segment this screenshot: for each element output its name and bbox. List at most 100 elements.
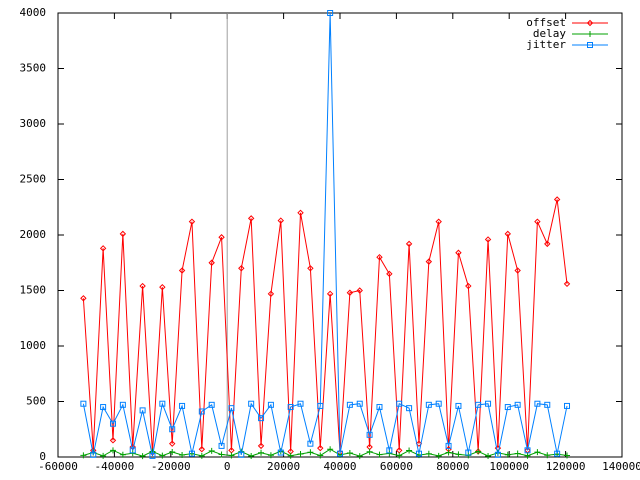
y-tick-label: 2000	[20, 228, 47, 241]
point	[586, 19, 594, 27]
point	[159, 452, 166, 459]
point	[178, 267, 186, 274]
point	[524, 447, 531, 454]
point	[80, 295, 87, 302]
point	[396, 400, 403, 407]
point	[307, 440, 314, 447]
x-tick-label: -40000	[95, 460, 135, 473]
point	[159, 283, 166, 291]
point	[504, 451, 511, 458]
x-tick-label: -20000	[151, 460, 191, 473]
point	[415, 440, 423, 447]
point	[376, 451, 383, 458]
point	[139, 453, 146, 460]
point	[544, 452, 551, 459]
point	[494, 451, 501, 458]
legend-label: jitter	[526, 38, 566, 51]
point	[198, 446, 206, 453]
point	[267, 452, 274, 459]
point	[119, 401, 126, 408]
point	[564, 452, 571, 459]
point	[366, 431, 373, 438]
point	[544, 240, 551, 248]
point	[287, 452, 294, 459]
point	[337, 450, 343, 457]
point	[587, 42, 593, 48]
point	[534, 400, 541, 407]
point	[208, 259, 215, 266]
point	[366, 448, 373, 455]
point	[248, 453, 255, 460]
point	[198, 452, 205, 459]
point	[149, 452, 156, 459]
legend-label: offset	[526, 16, 566, 29]
point	[455, 451, 462, 458]
legend-label: delay	[533, 27, 566, 40]
point	[100, 452, 107, 459]
point	[277, 217, 284, 224]
x-tick-label: 140000	[602, 460, 640, 473]
point	[267, 290, 275, 298]
point	[208, 447, 215, 454]
point	[425, 450, 432, 457]
point	[435, 218, 442, 225]
point	[297, 209, 304, 217]
y-tick-label: 0	[39, 450, 46, 463]
point	[514, 401, 521, 408]
point	[445, 442, 452, 449]
point	[317, 444, 324, 452]
point	[179, 402, 186, 409]
point	[238, 451, 245, 458]
series-line	[82, 12, 568, 456]
point	[406, 405, 413, 412]
point	[587, 31, 593, 37]
point	[307, 449, 314, 456]
point	[297, 400, 304, 407]
point	[504, 230, 511, 238]
point	[109, 420, 116, 427]
point	[188, 218, 196, 225]
point	[346, 450, 353, 457]
point	[317, 402, 324, 409]
point	[100, 404, 107, 411]
x-tick-label: 0	[224, 460, 231, 473]
point	[159, 400, 166, 407]
point	[287, 404, 294, 411]
point	[564, 402, 571, 409]
point	[534, 218, 541, 225]
point	[445, 449, 452, 456]
point	[406, 447, 413, 454]
point	[247, 215, 255, 222]
point	[376, 404, 383, 411]
point	[356, 400, 363, 407]
x-tick-label: 80000	[436, 460, 469, 473]
point	[188, 450, 195, 457]
point	[504, 404, 511, 411]
x-tick-label: -60000	[38, 460, 78, 473]
point	[80, 400, 87, 407]
point	[109, 437, 117, 444]
point	[267, 401, 274, 408]
point	[435, 400, 442, 407]
y-tick-label: 500	[26, 395, 46, 408]
point	[198, 408, 205, 415]
y-tick-label: 2500	[20, 173, 47, 186]
point	[109, 447, 116, 454]
point	[90, 451, 97, 458]
point	[326, 290, 334, 298]
point	[169, 449, 176, 456]
point	[257, 442, 265, 450]
point	[80, 452, 87, 459]
point	[376, 253, 383, 261]
point	[99, 245, 107, 252]
x-tick-label: 120000	[546, 460, 586, 473]
point	[386, 447, 393, 454]
point	[405, 240, 413, 248]
point	[218, 451, 225, 458]
point	[465, 449, 472, 456]
point	[277, 449, 284, 456]
x-tick-label: 20000	[267, 460, 300, 473]
point	[346, 289, 354, 296]
point	[455, 402, 462, 409]
